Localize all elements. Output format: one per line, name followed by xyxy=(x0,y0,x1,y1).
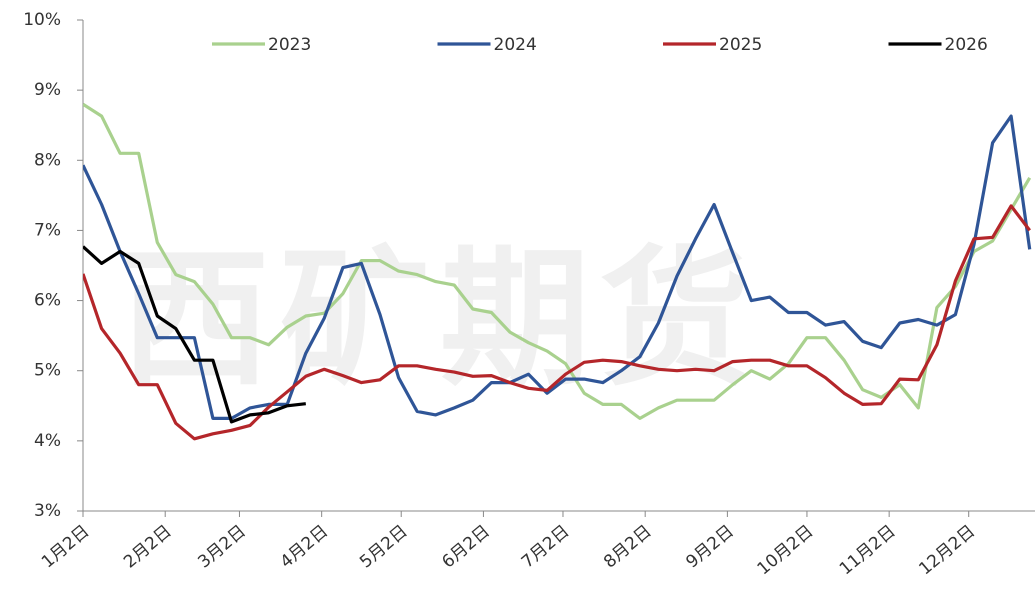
y-tick-label: 7% xyxy=(34,220,61,240)
x-tick-label: 6月2日 xyxy=(438,521,493,572)
x-tick-label: 1月2日 xyxy=(38,521,93,572)
x-tick-label: 2月2日 xyxy=(120,521,175,572)
x-tick-label: 5月2日 xyxy=(356,521,411,572)
x-tick-label: 3月2日 xyxy=(194,521,249,572)
legend-label: 2024 xyxy=(494,35,537,55)
x-tick-label: 11月2日 xyxy=(836,521,900,579)
watermark: 西矿期货 xyxy=(120,233,760,407)
legend-label: 2026 xyxy=(945,35,988,55)
legend-label: 2023 xyxy=(268,35,311,55)
series-line xyxy=(83,245,306,424)
series-line xyxy=(83,204,1031,441)
x-tick-label: 8月2日 xyxy=(600,521,655,572)
y-tick-label: 10% xyxy=(23,10,61,30)
legend-label: 2025 xyxy=(719,35,762,55)
x-tick-label: 7月2日 xyxy=(518,521,573,572)
series-line xyxy=(83,114,1032,420)
y-tick-label: 5% xyxy=(34,361,61,381)
x-tick-label: 4月2日 xyxy=(277,521,332,572)
y-tick-label: 4% xyxy=(34,431,61,451)
y-tick-label: 8% xyxy=(34,150,61,170)
y-tick-label: 9% xyxy=(34,80,61,100)
y-tick-label: 6% xyxy=(34,291,61,311)
x-tick-label: 12月2日 xyxy=(915,521,979,579)
plot-area xyxy=(83,102,1032,441)
x-tick-label: 10月2日 xyxy=(754,521,818,579)
x-tick-label: 9月2日 xyxy=(682,521,737,572)
series-line xyxy=(83,102,1032,420)
y-tick-label: 3% xyxy=(34,501,61,521)
